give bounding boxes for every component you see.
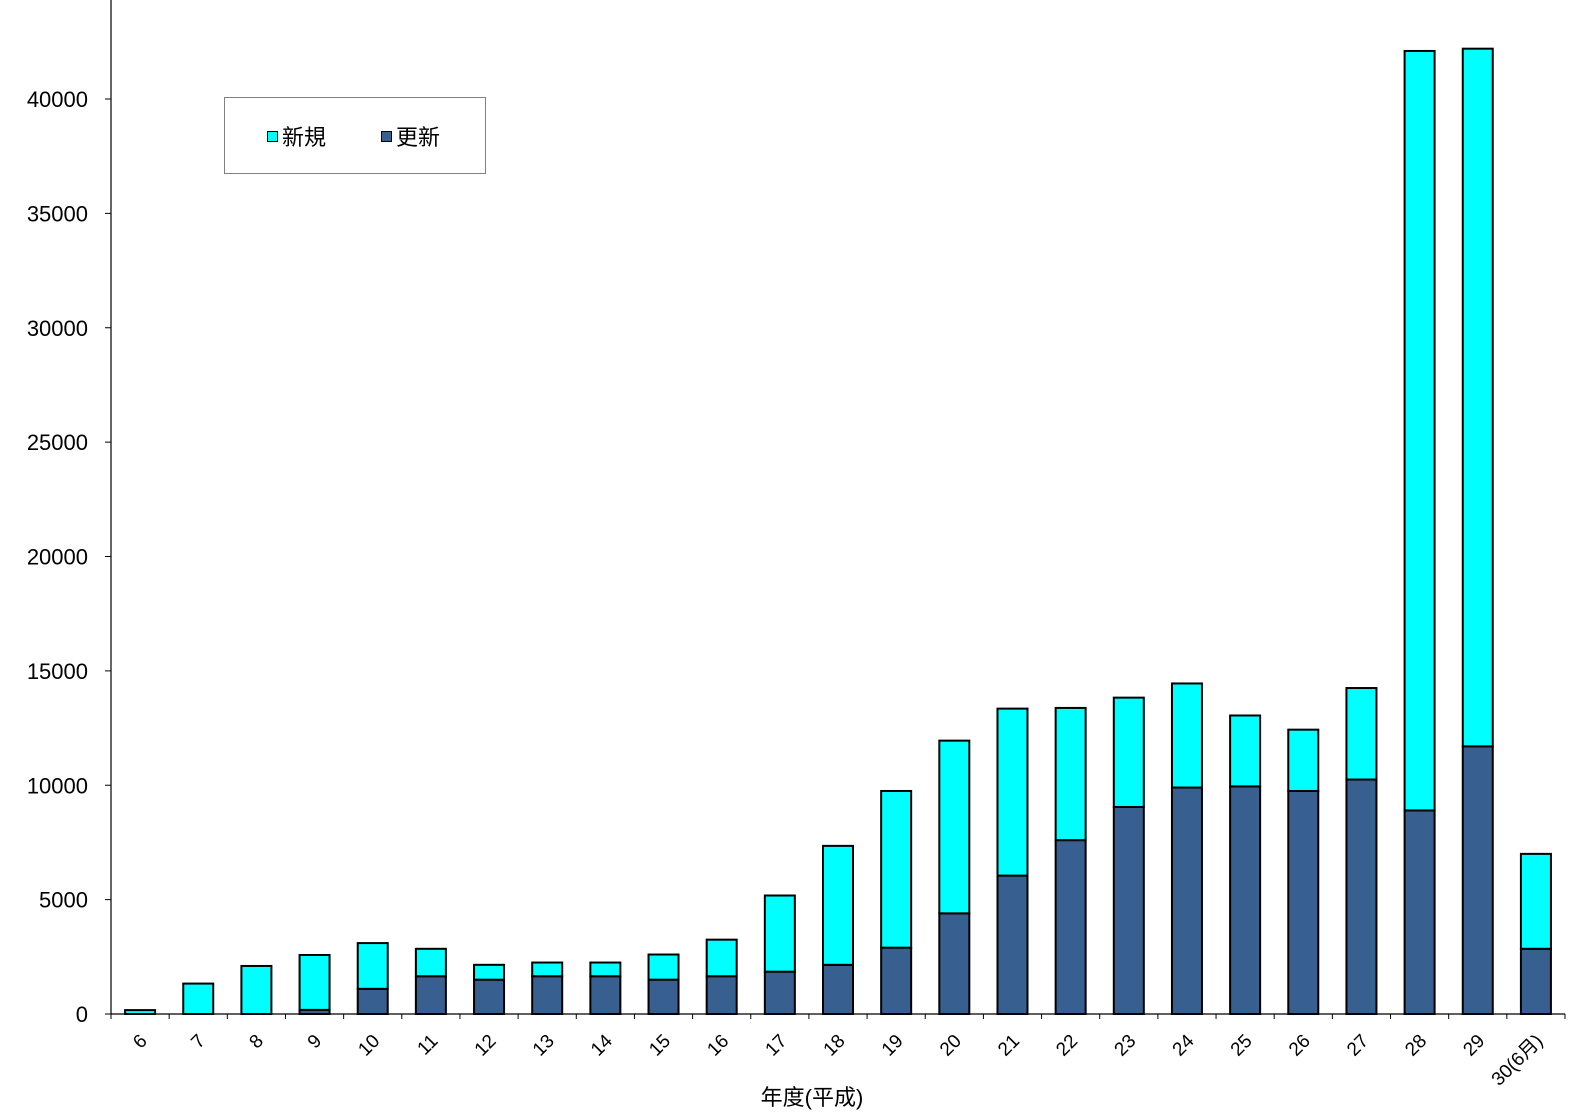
bar-segment-新規: [182, 982, 215, 1015]
x-tick-label: 13: [529, 1031, 559, 1061]
bar-segment-新規: [996, 707, 1029, 877]
legend: 新規 更新: [224, 97, 486, 174]
x-tick-label: 10: [354, 1031, 384, 1061]
x-tick-label: 12: [471, 1031, 501, 1061]
bar-segment-更新: [589, 975, 622, 1015]
x-tick-label: 8: [246, 1031, 268, 1053]
bar-segment-新規: [473, 963, 506, 981]
x-tick-label: 14: [587, 1030, 617, 1060]
bar-segment-新規: [124, 1009, 157, 1016]
bar-segment-更新: [1345, 778, 1378, 1015]
bar-segment-新規: [763, 894, 796, 973]
x-tick-label: 28: [1401, 1031, 1431, 1061]
bar-segment-更新: [880, 946, 913, 1015]
x-tick-label: 19: [878, 1031, 908, 1061]
bar-segment-新規: [647, 953, 680, 981]
x-tick-label: 16: [703, 1031, 733, 1061]
legend-label-renewal: 更新: [396, 126, 441, 151]
bar-segment-新規: [1345, 687, 1378, 781]
x-tick-label: 7: [187, 1031, 209, 1053]
x-tick-label: 22: [1052, 1031, 1082, 1061]
bar-segment-更新: [1287, 789, 1320, 1015]
bar-segment-更新: [1229, 785, 1262, 1015]
y-tick-label: 20000: [27, 545, 88, 570]
x-tick-label: 17: [762, 1031, 792, 1061]
x-axis-ticks: 6 7 8 9 10 11 12 13 14 15 16 17 18 19 20 21 22 23 24 25 26 27…: [110, 1014, 1566, 1091]
bar-segment-更新: [996, 874, 1029, 1016]
y-tick-label: 30000: [27, 316, 88, 341]
bar-segment-新規: [938, 739, 971, 915]
legend-swatch-renewal: [381, 130, 392, 142]
bar-segment-更新: [705, 975, 738, 1015]
x-tick-label: 27: [1343, 1031, 1373, 1061]
y-tick-label: 5000: [39, 888, 88, 913]
bar-segment-新規: [1229, 714, 1262, 788]
bar-segment-新規: [1519, 852, 1552, 950]
bar-segment-新規: [414, 947, 447, 978]
bar-segment-更新: [531, 975, 564, 1015]
bar-segment-新規: [822, 844, 854, 966]
bar-segment-新規: [1112, 696, 1145, 808]
x-tick-label: 29: [1459, 1031, 1489, 1061]
bar-segment-更新: [938, 912, 971, 1015]
x-tick-label: 15: [645, 1031, 675, 1061]
bar-segment-新規: [1170, 682, 1203, 789]
y-tick-label: 10000: [27, 773, 88, 798]
x-tick-label: 21: [994, 1031, 1024, 1061]
bar-segment-新規: [705, 938, 738, 978]
x-tick-label: 6: [129, 1031, 151, 1053]
bars: [124, 47, 1552, 1016]
bar-segment-新規: [531, 961, 564, 978]
bar-segment-更新: [1054, 839, 1087, 1016]
y-tick-label: 35000: [27, 201, 88, 226]
x-tick-label: 25: [1227, 1031, 1257, 1061]
y-tick-label: 0: [76, 1002, 88, 1027]
bar-segment-更新: [414, 975, 447, 1015]
y-tick-label: 15000: [27, 659, 88, 684]
y-tick-label: 25000: [27, 430, 88, 455]
bar-segment-新規: [1403, 49, 1436, 812]
bar-segment-更新: [356, 987, 389, 1016]
bar-segment-更新: [1461, 745, 1494, 1015]
bar-segment-新規: [880, 789, 913, 949]
y-axis-ticks: 0 5000 10000 15000 20000 25000 30000 35000 40000: [27, 87, 111, 1027]
x-tick-label: 23: [1111, 1031, 1141, 1061]
bar-segment-更新: [1403, 809, 1436, 1015]
bar-segment-更新: [1112, 805, 1145, 1016]
x-tick-label: 20: [936, 1031, 966, 1061]
bar-segment-新規: [1461, 47, 1494, 748]
x-tick-label: 18: [820, 1031, 850, 1061]
bar-segment-更新: [822, 963, 854, 1015]
x-tick-label: 24: [1169, 1030, 1199, 1060]
legend-item-new: 新規: [267, 122, 327, 151]
x-tick-label: 11: [414, 1031, 443, 1060]
bar-segment-新規: [589, 961, 622, 978]
x-tick-label: 30(6月): [1488, 1031, 1548, 1091]
bar-segment-更新: [1519, 947, 1552, 1016]
y-tick-label: 40000: [27, 87, 88, 112]
bar-segment-新規: [1054, 706, 1087, 842]
legend-item-renewal: 更新: [381, 122, 441, 151]
bar-segment-更新: [1170, 786, 1203, 1015]
bar-segment-更新: [763, 970, 796, 1016]
bar-segment-更新: [473, 978, 506, 1015]
bar-segment-新規: [298, 953, 331, 1011]
bar-segment-新規: [1287, 728, 1320, 792]
x-axis-label: 年度(平成): [761, 1085, 864, 1110]
bar-segment-更新: [647, 978, 680, 1015]
bar-segment-新規: [240, 964, 273, 1016]
legend-label-new: 新規: [282, 126, 327, 151]
x-tick-label: 9: [304, 1031, 326, 1053]
legend-swatch-new: [267, 130, 278, 142]
bar-segment-新規: [356, 942, 389, 990]
x-tick-label: 26: [1285, 1031, 1315, 1061]
